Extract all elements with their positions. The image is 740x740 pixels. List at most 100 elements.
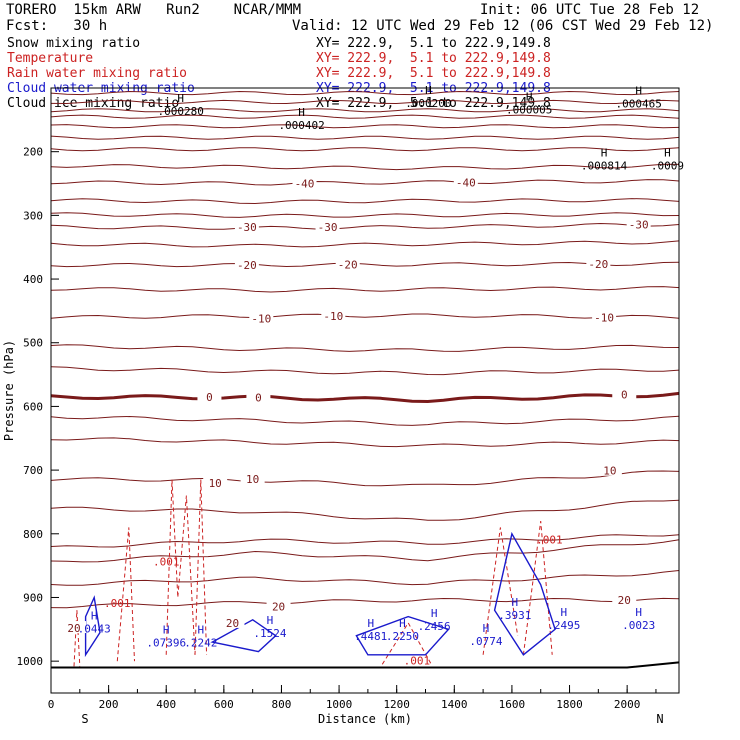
temperature-label: -10: [323, 310, 343, 323]
x-axis-label: Distance (km): [318, 712, 412, 726]
valid-time: Valid: 12 UTC Wed 29 Feb 12 (06 CST Wed …: [292, 18, 714, 34]
upper-high-value: .000465: [615, 98, 661, 111]
isotherm: [50, 99, 680, 105]
rain-contour: [165, 479, 196, 655]
init-time: Init: 06 UTC Tue 28 Feb 12: [480, 2, 700, 18]
x-tick-label: 200: [99, 698, 119, 711]
temperature-label: -20: [588, 258, 608, 271]
legend-label: Snow mixing ratio: [7, 36, 141, 51]
isotherm: [50, 539, 680, 563]
temperature-label: -30: [318, 221, 338, 234]
temperature-label-bg: [240, 472, 265, 485]
isotherm: [50, 90, 680, 96]
high-marker: H: [431, 607, 438, 620]
temperature-label: 20: [618, 594, 631, 607]
upper-high-value: .000005: [506, 103, 552, 116]
upper-high-marker: H: [635, 85, 642, 98]
high-marker: H: [197, 623, 204, 636]
isotherm: [50, 597, 680, 609]
y-tick-label: 600: [23, 400, 43, 413]
rain-contour: [194, 479, 208, 655]
temperature-label-bg: [266, 599, 291, 612]
rain-label: .001: [404, 654, 431, 667]
high-marker: H: [367, 617, 374, 630]
high-marker: H: [635, 606, 642, 619]
rain-contour: [482, 527, 519, 655]
north-end-label: N: [656, 712, 663, 726]
y-tick-label: 500: [23, 337, 43, 350]
temperature-label-bg: [321, 308, 346, 321]
legend-xy: XY= 222.9, 5.1 to 222.9,149.8: [316, 66, 551, 81]
high-value: .4481: [354, 630, 387, 643]
temperature-label: -40: [456, 176, 476, 189]
temperature-label-bg: [315, 219, 340, 232]
temperature-label: 0: [255, 392, 262, 405]
y-tick-label: 300: [23, 209, 43, 222]
y-tick-label: 700: [23, 464, 43, 477]
y-tick-label: 200: [23, 146, 43, 159]
x-tick-label: 600: [214, 698, 234, 711]
high-value: .0443: [78, 622, 111, 635]
temperature-label: 20: [272, 600, 285, 613]
temperature-label: 10: [246, 473, 259, 486]
temperature-label: -10: [251, 313, 271, 326]
cloud-water-contour: [84, 595, 101, 658]
high-marker: H: [267, 614, 274, 627]
high-marker: H: [91, 609, 98, 622]
temperature-label-bg: [234, 258, 259, 271]
temperature-label-bg: [220, 615, 245, 628]
high-value: .0023: [622, 619, 655, 632]
high-marker: H: [483, 622, 490, 635]
temperature-label: -20: [237, 259, 257, 272]
temperature-label-bg: [626, 217, 651, 230]
x-tick-label: 400: [156, 698, 176, 711]
high-marker: H: [511, 596, 518, 609]
temperature-label: -40: [295, 178, 315, 191]
temperature-label: -30: [629, 218, 649, 231]
y-tick-label: 800: [23, 528, 43, 541]
temperature-label: -20: [338, 258, 358, 271]
high-value: .3931: [498, 609, 531, 622]
upper-high-value: .000280: [157, 105, 203, 118]
isotherm: [50, 313, 680, 319]
rain-label: .001: [536, 533, 563, 546]
forecast-hour: Fcst: 30 h: [6, 18, 108, 34]
x-tick-label: 0: [48, 698, 55, 711]
isotherm: [50, 344, 680, 352]
x-tick-label: 1400: [441, 698, 468, 711]
temperature-label: -10: [594, 311, 614, 324]
temperature-label: 10: [603, 465, 616, 478]
isotherm: [50, 147, 680, 152]
temperature-label-bg: [292, 176, 317, 189]
temperature-label-bg: [335, 257, 360, 270]
isotherm: [50, 212, 680, 218]
model-title: TORERO 15km ARW Run2 NCAR/MMM: [6, 2, 302, 18]
isotherm: [50, 135, 680, 140]
rain-label: .001: [104, 597, 131, 610]
high-value: .1524: [253, 627, 286, 640]
y-tick-label: 400: [23, 273, 43, 286]
rain-contour: [73, 610, 81, 667]
isotherm: [50, 114, 680, 119]
rain-contour: [116, 527, 135, 662]
temperature-label-bg: [62, 621, 87, 634]
isotherm: [50, 240, 680, 248]
upper-high-value: .000402: [278, 119, 324, 132]
upper-high-value: .000814: [581, 159, 628, 172]
temperature-label-bg: [246, 390, 271, 403]
high-value: .07396: [146, 636, 186, 649]
upper-high-marker: H: [177, 92, 184, 105]
temperature-label: 20: [226, 617, 239, 630]
south-end-label: S: [81, 712, 88, 726]
temperature-label: 10: [209, 477, 222, 490]
isotherm: [50, 163, 680, 171]
high-marker: H: [399, 617, 406, 630]
temperature-label-bg: [592, 310, 617, 323]
legend-label: Rain water mixing ratio: [7, 66, 188, 81]
isotherm: [50, 534, 680, 548]
high-value: .2250: [386, 630, 419, 643]
upper-high-marker: H: [664, 146, 671, 159]
x-tick-label: 2000: [614, 698, 641, 711]
temperature-label-bg: [203, 475, 228, 488]
